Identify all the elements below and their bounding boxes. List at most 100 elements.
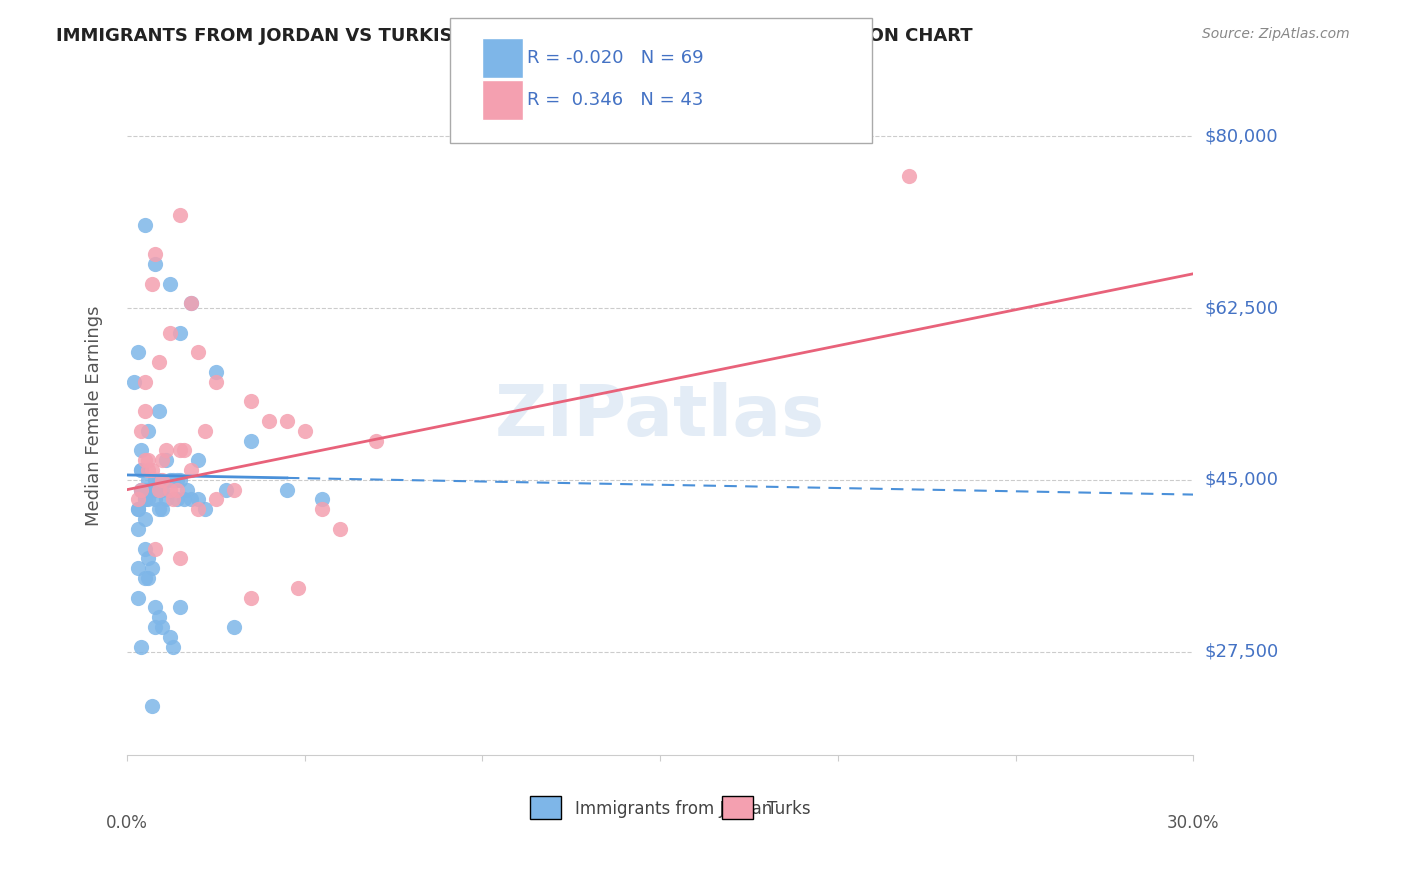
Point (204, 365, 226, 379)
Point (204, 492, 226, 507)
Text: Source: ZipAtlas.com: Source: ZipAtlas.com (1202, 27, 1350, 41)
Point (136, 492, 159, 507)
Point (187, 502, 209, 516)
Y-axis label: Median Female Earnings: Median Female Earnings (86, 306, 103, 526)
Point (143, 600, 166, 615)
Point (141, 561, 163, 575)
Point (129, 483, 152, 497)
Point (187, 345, 209, 359)
Point (162, 640, 184, 654)
Point (136, 424, 159, 438)
Point (169, 600, 191, 615)
Point (180, 463, 202, 477)
Point (134, 404, 156, 418)
Point (159, 473, 181, 487)
Point (169, 473, 191, 487)
Point (129, 424, 152, 438)
Point (159, 277, 181, 291)
Point (194, 502, 217, 516)
Text: Immigrants from Jordan: Immigrants from Jordan (575, 800, 772, 818)
Text: $45,000: $45,000 (1204, 471, 1278, 489)
Point (129, 483, 152, 497)
Point (143, 541, 166, 556)
Point (162, 473, 184, 487)
Point (240, 434, 263, 448)
Point (143, 483, 166, 497)
Point (276, 483, 298, 497)
Point (134, 541, 156, 556)
Point (136, 483, 159, 497)
Text: $80,000: $80,000 (1204, 128, 1278, 145)
Text: IMMIGRANTS FROM JORDAN VS TURKISH MEDIAN FEMALE EARNINGS CORRELATION CHART: IMMIGRANTS FROM JORDAN VS TURKISH MEDIAN… (56, 27, 973, 45)
Point (141, 463, 163, 477)
Point (287, 581, 309, 595)
Point (134, 453, 156, 467)
Point (134, 375, 156, 389)
Point (152, 473, 174, 487)
Point (180, 296, 202, 310)
Point (169, 551, 191, 566)
Point (155, 443, 177, 458)
Point (215, 483, 238, 497)
Text: $27,500: $27,500 (1204, 642, 1278, 661)
Point (136, 483, 159, 497)
Point (127, 492, 149, 507)
Point (169, 208, 191, 222)
Point (311, 492, 333, 507)
Point (127, 502, 149, 516)
Point (122, 375, 145, 389)
Point (180, 492, 202, 507)
Point (134, 218, 156, 232)
Point (187, 453, 209, 467)
Point (187, 492, 209, 507)
Point (194, 424, 217, 438)
Point (152, 453, 174, 467)
Point (180, 296, 202, 310)
Point (127, 561, 149, 575)
Point (240, 591, 263, 605)
Point (204, 375, 226, 389)
Point (240, 394, 263, 409)
Point (134, 483, 156, 497)
Text: 0.0%: 0.0% (105, 814, 148, 831)
Text: R =  0.346   N = 43: R = 0.346 N = 43 (527, 91, 703, 109)
Point (141, 483, 163, 497)
Point (155, 453, 177, 467)
Point (143, 492, 166, 507)
Point (127, 345, 149, 359)
Text: R = -0.020   N = 69: R = -0.020 N = 69 (527, 49, 704, 67)
Point (141, 698, 163, 713)
Point (148, 610, 170, 624)
Point (136, 551, 159, 566)
Point (329, 522, 352, 536)
Point (129, 463, 152, 477)
Point (152, 620, 174, 634)
Point (129, 443, 152, 458)
Point (136, 473, 159, 487)
Point (129, 463, 152, 477)
Point (143, 473, 166, 487)
Point (222, 483, 245, 497)
Point (134, 512, 156, 526)
Point (162, 492, 184, 507)
Point (173, 443, 195, 458)
Point (141, 277, 163, 291)
Point (166, 483, 188, 497)
Point (134, 492, 156, 507)
Point (148, 473, 170, 487)
Point (276, 414, 298, 428)
Point (176, 483, 198, 497)
Point (134, 571, 156, 585)
Text: ZIPatlas: ZIPatlas (495, 382, 825, 450)
Point (173, 492, 195, 507)
Point (141, 483, 163, 497)
Point (148, 404, 170, 418)
Point (127, 522, 149, 536)
Point (155, 492, 177, 507)
Point (898, 169, 921, 183)
Point (148, 483, 170, 497)
Point (159, 483, 181, 497)
Point (136, 453, 159, 467)
Point (148, 355, 170, 369)
Point (143, 620, 166, 634)
